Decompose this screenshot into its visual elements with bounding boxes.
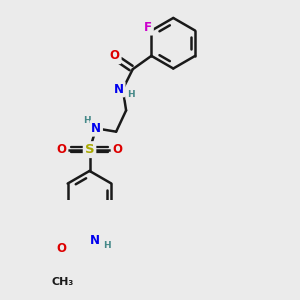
Text: F: F <box>144 21 152 34</box>
Text: H: H <box>103 241 111 250</box>
Text: O: O <box>57 143 67 156</box>
Text: H: H <box>83 116 91 125</box>
Text: N: N <box>91 122 101 135</box>
Text: O: O <box>112 143 122 156</box>
Text: CH₃: CH₃ <box>52 277 74 287</box>
Text: N: N <box>114 82 124 96</box>
Text: O: O <box>56 242 66 255</box>
Text: O: O <box>110 50 120 62</box>
Text: N: N <box>90 234 100 247</box>
Text: S: S <box>85 143 94 156</box>
Text: H: H <box>127 90 135 99</box>
